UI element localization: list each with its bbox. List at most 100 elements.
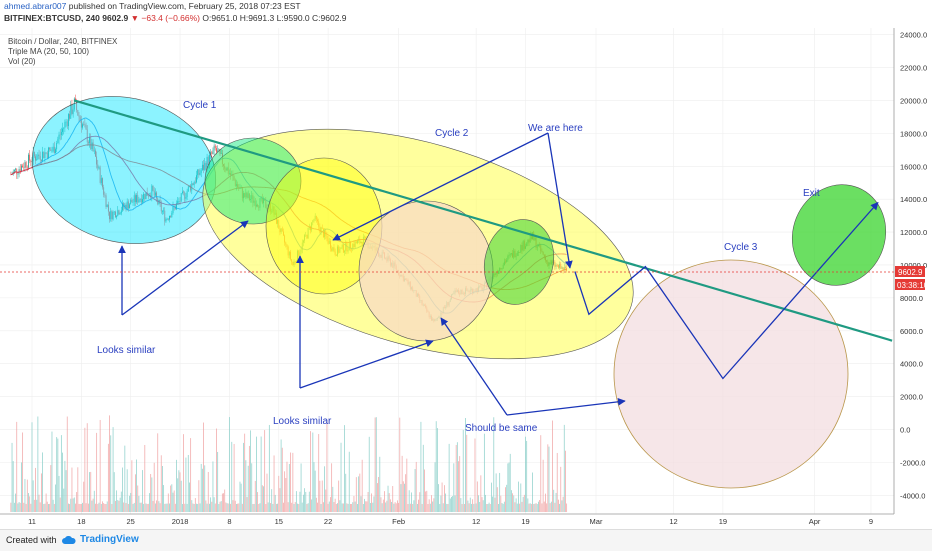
- tradingview-brand[interactable]: TradingView: [80, 534, 139, 545]
- volume-bar: [71, 467, 73, 512]
- volume-bar: [83, 481, 85, 512]
- candle-body: [28, 154, 29, 168]
- volume-bar: [86, 423, 88, 512]
- volume-bar: [317, 502, 318, 512]
- volume-bar: [165, 503, 167, 512]
- candle-body: [48, 147, 49, 159]
- volume-bar: [186, 503, 188, 512]
- candle-body: [53, 146, 55, 154]
- candle-body: [127, 201, 129, 209]
- volume-bar: [253, 503, 255, 512]
- volume-bar: [57, 438, 59, 512]
- y-tick-label: 2000.0: [900, 393, 923, 402]
- volume-bar: [151, 477, 153, 512]
- volume-bar: [227, 503, 229, 512]
- author-name[interactable]: ahmed.abrar007: [4, 1, 67, 11]
- candle-body: [60, 131, 62, 136]
- volume-bar: [187, 454, 189, 512]
- volume-bar: [280, 439, 282, 512]
- y-tick-label: 14000.0: [900, 195, 927, 204]
- candle-body: [219, 149, 221, 154]
- volume-bar: [263, 486, 264, 512]
- candle-body: [199, 173, 201, 175]
- volume-bar: [277, 503, 278, 512]
- candle-body: [154, 192, 156, 196]
- volume-bar: [72, 498, 74, 512]
- volume-bar: [160, 455, 162, 512]
- candle-body: [16, 168, 18, 175]
- volume-bar: [97, 503, 99, 512]
- volume-bar: [203, 422, 204, 512]
- legend-volume[interactable]: Vol (20): [8, 57, 36, 66]
- volume-bar: [488, 502, 490, 512]
- volume-bar: [483, 433, 485, 512]
- volume-bar: [435, 421, 437, 512]
- volume-bar: [498, 503, 499, 512]
- volume-bar: [503, 501, 505, 512]
- volume-bar: [539, 500, 541, 512]
- volume-bar: [232, 500, 234, 512]
- candle-body: [172, 205, 174, 214]
- x-tick-label: 25: [127, 517, 135, 526]
- legend-ma[interactable]: Triple MA (20, 50, 100): [8, 47, 90, 56]
- volume-bar: [542, 459, 544, 512]
- volume-bar: [393, 503, 395, 512]
- volume-bar: [254, 480, 256, 512]
- volume-bar: [398, 502, 400, 512]
- volume-bar: [146, 503, 148, 512]
- footer-bar: Created with TradingView: [0, 529, 932, 551]
- volume-bar: [295, 491, 297, 512]
- volume-bar: [391, 501, 392, 512]
- candle-body: [79, 116, 81, 121]
- volume-bar: [117, 500, 119, 512]
- volume-bar: [445, 493, 447, 512]
- candle-body: [15, 168, 16, 170]
- x-tick-label: Mar: [590, 517, 603, 526]
- volume-bar: [388, 493, 390, 512]
- candle-body: [13, 169, 15, 172]
- volume-bar: [502, 503, 504, 512]
- volume-bar: [51, 431, 53, 512]
- volume-bar: [246, 497, 248, 512]
- volume-bar: [297, 503, 298, 512]
- volume-bar: [56, 437, 58, 512]
- volume-bar: [441, 482, 443, 512]
- ohlc-values: O:9651.0 H:9691.3 L:9590.0 C:9602.9: [202, 13, 347, 23]
- candle-body: [55, 149, 56, 154]
- volume-bar: [134, 474, 136, 512]
- volume-bar: [401, 455, 403, 512]
- volume-bar: [351, 504, 353, 512]
- candle-body: [19, 169, 21, 172]
- y-tick-label: -4000.0: [900, 491, 925, 500]
- volume-bar: [156, 500, 157, 512]
- volume-bar: [29, 496, 31, 512]
- volume-bar: [75, 503, 76, 512]
- volume-bar: [24, 478, 26, 512]
- volume-bar: [266, 473, 268, 512]
- volume-bar: [145, 503, 147, 512]
- volume-bar: [400, 484, 402, 512]
- looks-similar-label-1: Looks similar: [97, 345, 156, 356]
- volume-bar: [536, 503, 538, 512]
- volume-bar: [320, 503, 322, 512]
- volume-bar: [358, 476, 360, 512]
- volume-bar: [314, 470, 316, 512]
- volume-bar: [39, 502, 41, 512]
- volume-bar: [213, 497, 215, 512]
- volume-bar: [76, 492, 78, 512]
- volume-bar: [95, 503, 96, 512]
- volume-bar: [375, 417, 377, 512]
- x-tick-label: 12: [472, 517, 480, 526]
- volume-bar: [32, 480, 34, 512]
- candle-body: [72, 109, 74, 114]
- candle-body: [58, 134, 60, 140]
- volume-bar: [563, 424, 565, 512]
- volume-bar: [553, 489, 555, 512]
- volume-bar: [552, 420, 553, 512]
- price-axis: 24000.0 22000.0 20000.0 18000.0 16000.0 14000…: [900, 31, 927, 501]
- volume-bar: [478, 495, 479, 512]
- y-tick-label: 4000.0: [900, 360, 923, 369]
- candle-body: [160, 203, 162, 212]
- volume-bar: [252, 503, 254, 512]
